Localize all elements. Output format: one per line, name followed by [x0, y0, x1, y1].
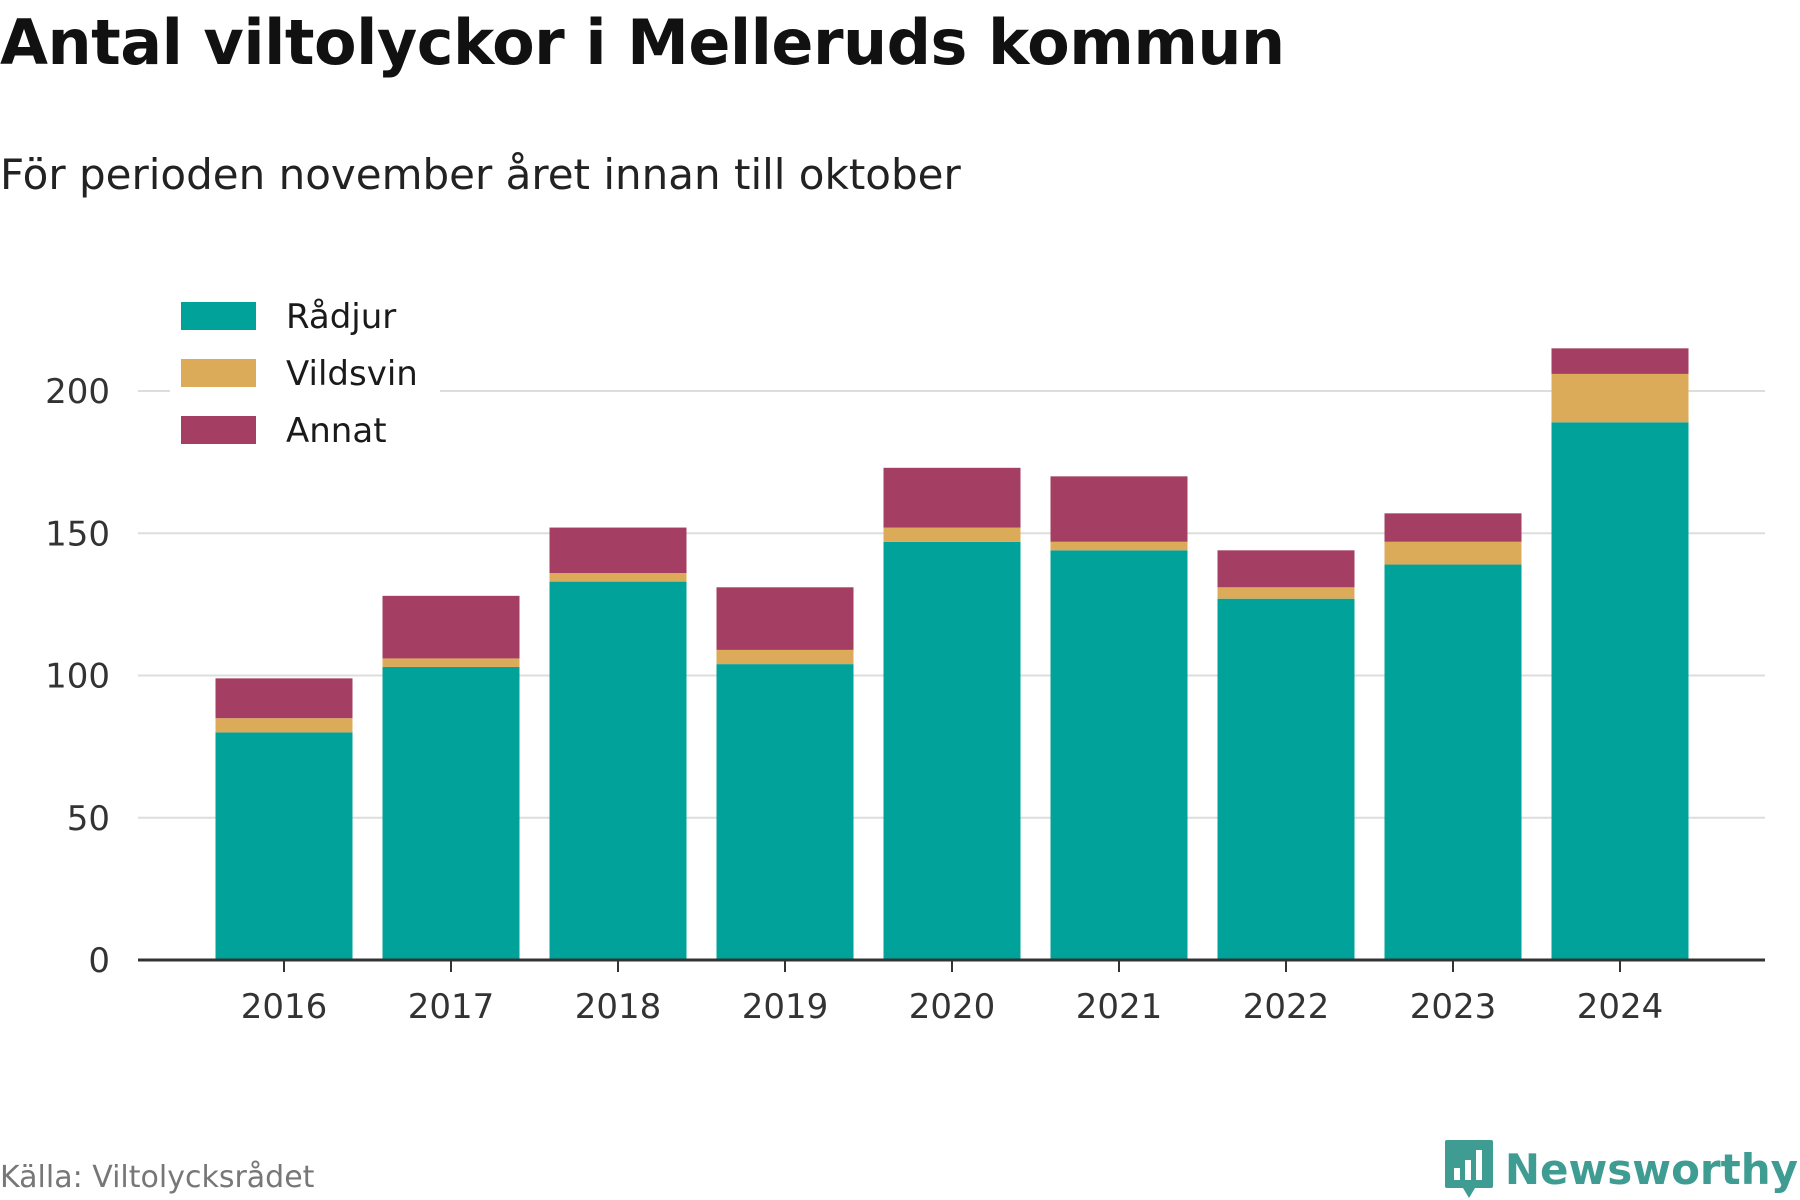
x-tick-label-2024: 2024 — [1577, 987, 1664, 1027]
bar-2018-annat — [549, 527, 687, 574]
y-tick-label-100: 100 — [45, 657, 110, 697]
x-tick-label-2023: 2023 — [1410, 987, 1497, 1027]
y-tick-label-150: 150 — [45, 514, 110, 554]
bar-2024-rådjur — [1551, 422, 1689, 960]
brand-logo[interactable]: Newsworthy — [1443, 1138, 1798, 1200]
bar-2020-annat — [883, 467, 1021, 528]
bar-2017-annat — [382, 595, 520, 659]
bar-2019-vildsvin — [716, 649, 854, 665]
y-tick-label-0: 0 — [88, 941, 110, 981]
x-tick-label-2020: 2020 — [909, 987, 996, 1027]
y-tick-label-200: 200 — [45, 372, 110, 412]
bar-2019-annat — [716, 587, 854, 650]
x-tick-label-2022: 2022 — [1243, 987, 1330, 1027]
legend-label-vildsvin: Vildsvin — [286, 354, 418, 394]
bar-2021-annat — [1050, 476, 1188, 542]
bar-2017-rådjur — [382, 666, 520, 960]
legend-label-annat: Annat — [286, 411, 387, 451]
axes: 0 50 100 150 200 2016 2017 2018 2019 2020 2021 2022… — [45, 372, 1765, 1027]
bars — [215, 348, 1689, 960]
legend-swatch-annat — [181, 416, 256, 444]
bar-2017-vildsvin — [382, 658, 520, 667]
bar-2018-vildsvin — [549, 573, 687, 582]
x-tick-label-2019: 2019 — [742, 987, 829, 1027]
x-tick-label-2016: 2016 — [241, 987, 328, 1027]
bar-2020-rådjur — [883, 541, 1021, 960]
chart-title: Antal viltolyckor i Melleruds kommun — [0, 6, 1285, 79]
bar-2021-rådjur — [1050, 550, 1188, 960]
bar-2016-rådjur — [215, 732, 353, 960]
legend: Rådjur Vildsvin Annat — [170, 285, 440, 460]
legend-swatch-vildsvin — [181, 359, 256, 387]
bar-2016-vildsvin — [215, 718, 353, 733]
bar-2023-rådjur — [1384, 564, 1522, 960]
bar-2019-rådjur — [716, 664, 854, 960]
bar-2023-vildsvin — [1384, 541, 1522, 565]
newsworthy-logo-icon — [1444, 1140, 1493, 1198]
source-note: Källa: Viltolycksrådet — [0, 1160, 315, 1195]
x-tick-label-2017: 2017 — [408, 987, 495, 1027]
bar-2021-vildsvin — [1050, 541, 1188, 551]
legend-swatch-rådjur — [181, 302, 256, 330]
y-tick-label-50: 50 — [67, 799, 110, 839]
bar-2023-annat — [1384, 513, 1522, 542]
bar-2020-vildsvin — [883, 527, 1021, 542]
bar-2024-vildsvin — [1551, 373, 1689, 423]
legend-label-rådjur: Rådjur — [286, 297, 396, 337]
bar-2024-annat — [1551, 348, 1689, 374]
bar-2022-vildsvin — [1217, 587, 1355, 599]
bar-2016-annat — [215, 678, 353, 719]
brand-name: Newsworthy — [1504, 1144, 1798, 1194]
bar-2018-rådjur — [549, 581, 687, 960]
x-tick-label-2018: 2018 — [575, 987, 662, 1027]
x-tick-label-2021: 2021 — [1076, 987, 1163, 1027]
chart-subtitle: För perioden november året innan till ok… — [0, 150, 961, 199]
bar-2022-annat — [1217, 550, 1355, 588]
bar-2022-rådjur — [1217, 598, 1355, 960]
